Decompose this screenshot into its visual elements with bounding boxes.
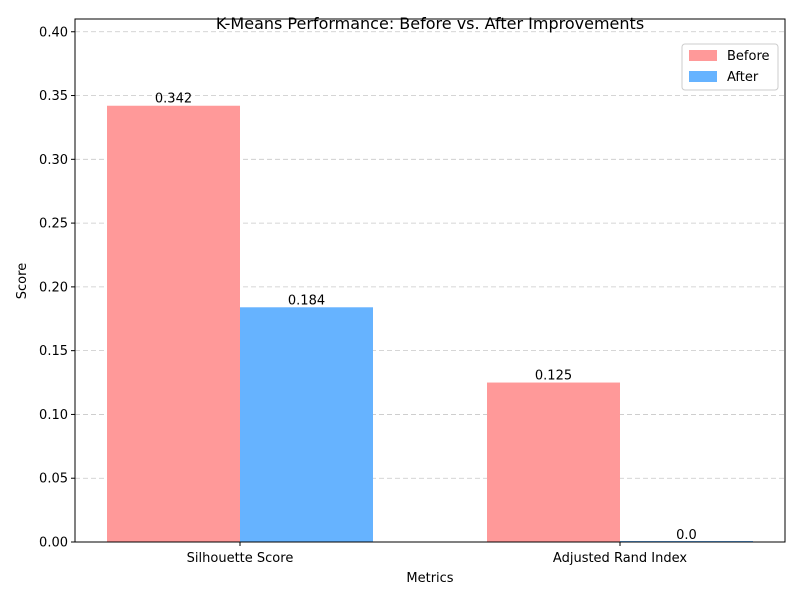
chart-title: K-Means Performance: Before vs. After Im…	[216, 14, 644, 33]
y-tick-label: 0.10	[39, 408, 68, 423]
y-tick-label: 0.25	[39, 217, 68, 232]
x-axis-ticks: Silhouette Score Adjusted Rand Index	[187, 542, 687, 566]
x-tick-label: Adjusted Rand Index	[553, 551, 687, 566]
x-tick-label: Silhouette Score	[187, 551, 294, 566]
y-tick-label: 0.35	[39, 89, 68, 104]
bar-before	[107, 105, 240, 543]
bar-value-label: 0.125	[535, 369, 572, 384]
y-axis-label: Score	[15, 263, 30, 299]
legend: Before After	[681, 43, 779, 91]
bar-after	[240, 307, 373, 542]
y-tick-label: 0.05	[39, 472, 68, 487]
y-tick-label: 0.20	[39, 280, 68, 295]
legend-swatch-before	[689, 50, 717, 61]
data-labels-layer: 0.342 0.184 0.125 0.0	[155, 92, 697, 543]
y-tick-label: 0.30	[39, 153, 68, 168]
plot-frame	[74, 18, 786, 543]
legend-label-before: Before	[727, 49, 770, 64]
legend-label-after: After	[727, 70, 759, 85]
y-tick-label: 0.40	[39, 25, 68, 40]
bar-before	[487, 382, 620, 542]
legend-swatch-after	[689, 71, 717, 82]
bars-layer	[107, 105, 753, 543]
x-axis-label: Metrics	[406, 571, 453, 586]
bar-value-label: 0.184	[288, 293, 325, 308]
y-tick-label: 0.00	[39, 536, 68, 551]
y-axis-ticks: 0.00 0.05 0.10 0.15 0.20 0.25 0.30 0.35 0.40	[39, 25, 75, 551]
y-tick-label: 0.15	[39, 344, 68, 359]
bar-value-label: 0.0	[676, 528, 697, 543]
bar-value-label: 0.342	[155, 92, 192, 107]
